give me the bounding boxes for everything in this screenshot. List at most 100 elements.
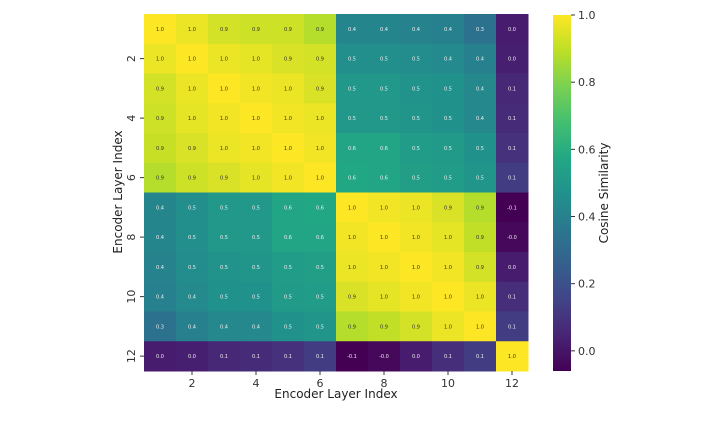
cell-value-label: 1.0: [252, 146, 260, 152]
cell-value-label: 0.5: [412, 146, 420, 152]
heatmap-cell: [432, 103, 465, 134]
cell-value-label: 1.0: [444, 324, 452, 330]
heatmap-cell: [144, 162, 177, 193]
heatmap-cell: [464, 162, 497, 193]
cell-value-label: 0.5: [284, 265, 292, 271]
cell-value-label: 1.0: [284, 176, 292, 182]
cell-value-label: 0.0: [156, 354, 164, 360]
cell-value-label: 1.0: [348, 205, 356, 211]
heatmap-cell: [304, 133, 337, 164]
cell-value-label: 1.0: [316, 146, 324, 152]
heatmap-cell: [208, 311, 241, 342]
y-axis-ticks: 2 4 6 8 10 12: [125, 55, 144, 363]
cell-value-label: 0.4: [476, 86, 484, 92]
cell-value-label: 0.4: [412, 27, 420, 33]
heatmap-cell: [208, 222, 241, 253]
cell-value-label: 1.0: [284, 116, 292, 122]
cell-value-label: 0.9: [412, 324, 420, 330]
heatmap-cell: [304, 162, 337, 193]
heatmap-cell: [368, 311, 401, 342]
y-tick-label: 8: [125, 234, 138, 241]
cell-value-label: 1.0: [252, 86, 260, 92]
cell-value-label: 1.0: [252, 57, 260, 63]
heatmap-cell: [400, 311, 433, 342]
heatmap-cell: [272, 252, 305, 283]
cell-value-label: 1.0: [188, 57, 196, 63]
heatmap-cell: [304, 14, 337, 45]
cell-value-label: 0.5: [220, 265, 228, 271]
heatmap-cell: [400, 281, 433, 312]
heatmap-cell: [240, 252, 273, 283]
heatmap-cell: [368, 341, 401, 372]
heatmap-cell: [432, 311, 465, 342]
cell-value-label: 0.6: [348, 146, 356, 152]
heatmap-cell: [496, 103, 529, 134]
heatmap-cell: [240, 133, 273, 164]
heatmap-cell: [464, 281, 497, 312]
x-axis-ticks: 2 4 6 8 10 12: [189, 371, 519, 390]
heatmap-cell: [368, 73, 401, 104]
heatmap-cell: [304, 222, 337, 253]
cell-value-label: 0.1: [476, 354, 484, 360]
cell-value-label: 1.0: [220, 146, 228, 152]
heatmap-cell: [208, 341, 241, 372]
cell-value-label: 0.5: [188, 235, 196, 241]
cell-value-label: 0.5: [252, 235, 260, 241]
heatmap-cell: [176, 162, 209, 193]
heatmap-cell: [144, 341, 177, 372]
heatmap-cell: [400, 133, 433, 164]
cell-value-label: 0.0: [508, 27, 516, 33]
heatmap-cell: [400, 192, 433, 223]
heatmap-cell: [240, 192, 273, 223]
cell-value-label: -0.1: [347, 354, 357, 360]
heatmap-cell: [176, 192, 209, 223]
cell-value-label: 0.9: [156, 116, 164, 122]
heatmap-cell: [368, 162, 401, 193]
heatmap-cell: [336, 162, 369, 193]
heatmap-cell: [336, 341, 369, 372]
cell-value-label: 1.0: [220, 57, 228, 63]
y-tick-label: 2: [125, 55, 138, 62]
heatmap-cell: [432, 73, 465, 104]
x-tick-label: 4: [253, 377, 260, 390]
cell-value-label: 0.4: [188, 295, 196, 301]
heatmap-cell: [208, 73, 241, 104]
cell-value-label: 0.4: [252, 324, 260, 330]
heatmap-cell: [368, 222, 401, 253]
cell-value-label: 0.9: [156, 176, 164, 182]
cell-value-label: 1.0: [380, 205, 388, 211]
cell-value-label: 1.0: [316, 176, 324, 182]
cell-value-label: 1.0: [444, 295, 452, 301]
heatmap-cell: [208, 103, 241, 134]
cell-value-label: 1.0: [188, 116, 196, 122]
cell-value-label: 0.5: [444, 146, 452, 152]
cell-value-label: 0.5: [412, 116, 420, 122]
heatmap-cell: [176, 73, 209, 104]
heatmap-cell: [400, 222, 433, 253]
cell-value-label: 0.5: [380, 86, 388, 92]
cell-value-label: 0.9: [156, 146, 164, 152]
heatmap-cell: [208, 43, 241, 74]
cell-value-label: 0.5: [348, 86, 356, 92]
cell-value-label: 0.1: [444, 354, 452, 360]
heatmap-cell: [336, 281, 369, 312]
cell-value-label: 0.5: [252, 295, 260, 301]
cell-value-label: 1.0: [252, 116, 260, 122]
cell-value-label: 0.4: [156, 205, 164, 211]
heatmap-cell: [176, 103, 209, 134]
cell-value-label: 1.0: [284, 146, 292, 152]
heatmap-cell: [240, 222, 273, 253]
heatmap-cell: [496, 43, 529, 74]
cell-value-label: 0.1: [508, 86, 516, 92]
cell-value-label: 0.5: [444, 86, 452, 92]
heatmap-cell: [464, 252, 497, 283]
heatmap-cell: [496, 133, 529, 164]
heatmap-cell: [496, 311, 529, 342]
cell-value-label: 1.0: [444, 265, 452, 271]
heatmap-cell: [208, 133, 241, 164]
heatmap-cell: [272, 133, 305, 164]
heatmap-cell: [144, 133, 177, 164]
heatmap-cell: [336, 252, 369, 283]
x-tick-label: 8: [381, 377, 388, 390]
